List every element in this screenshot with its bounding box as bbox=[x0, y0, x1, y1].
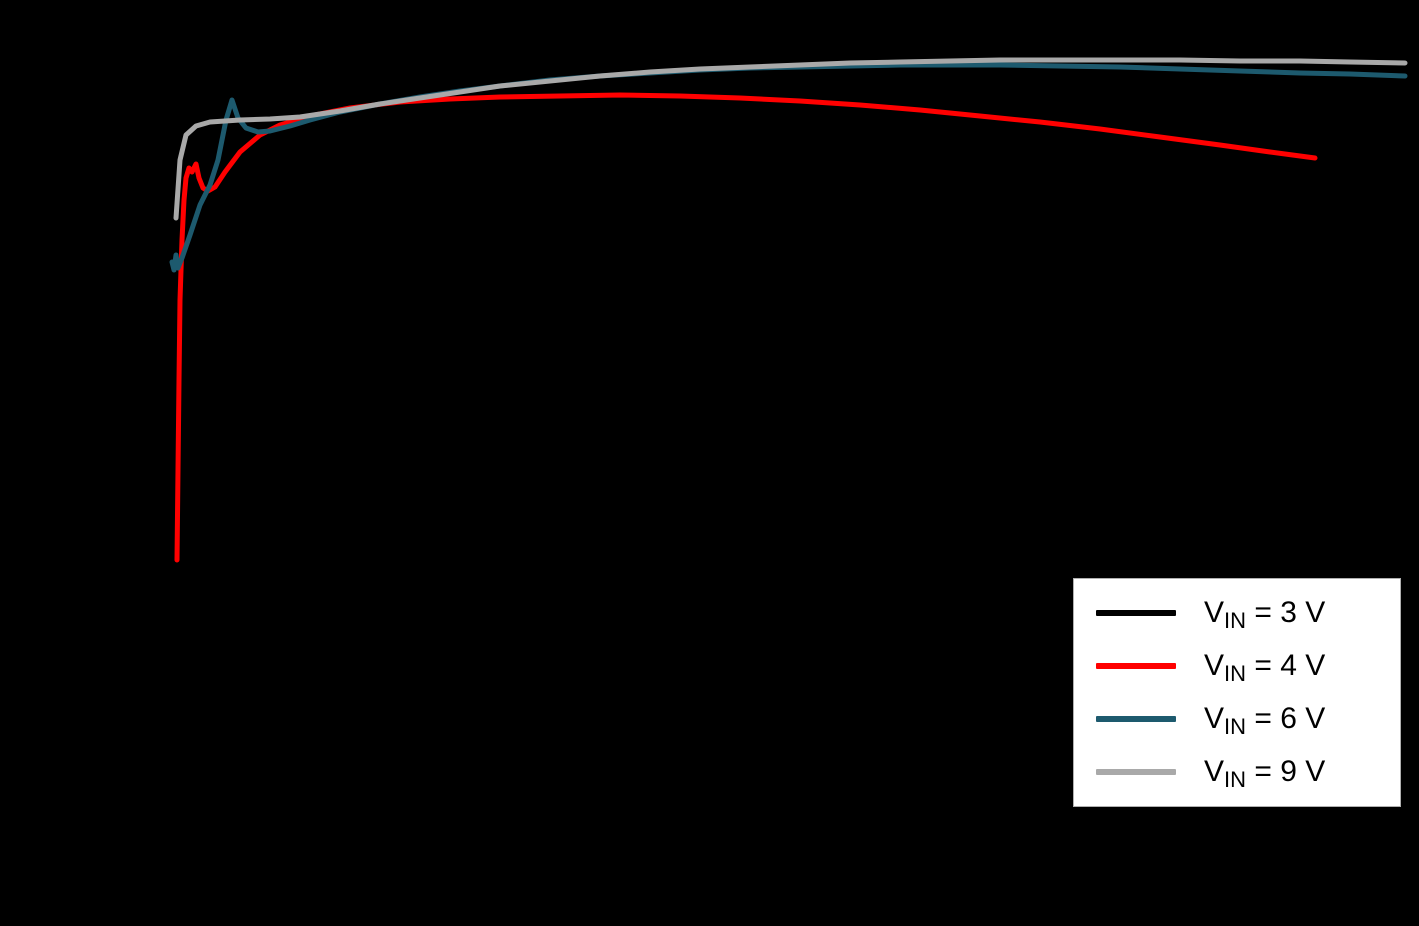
legend-line-sample bbox=[1096, 663, 1176, 670]
legend-line-sample bbox=[1096, 610, 1176, 617]
legend-row-vin-4v: VIN = 4 V bbox=[1074, 642, 1400, 690]
legend: VIN = 3 V VIN = 4 V VIN = 6 V VIN = 9 V bbox=[1073, 578, 1401, 807]
legend-label: VIN = 9 V bbox=[1204, 754, 1326, 792]
legend-label: VIN = 3 V bbox=[1204, 596, 1326, 634]
legend-line-sample bbox=[1096, 768, 1176, 775]
legend-label: VIN = 4 V bbox=[1204, 649, 1326, 687]
series-line-vin-4-v bbox=[174, 92, 1318, 563]
series-line-vin-6-v bbox=[169, 62, 1408, 273]
legend-line-sample bbox=[1096, 715, 1176, 722]
legend-row-vin-3v: VIN = 3 V bbox=[1074, 589, 1400, 637]
series-line-vin-9-v bbox=[173, 57, 1408, 221]
legend-row-vin-6v: VIN = 6 V bbox=[1074, 695, 1400, 743]
legend-row-vin-9v: VIN = 9 V bbox=[1074, 748, 1400, 796]
legend-label: VIN = 6 V bbox=[1204, 701, 1326, 739]
